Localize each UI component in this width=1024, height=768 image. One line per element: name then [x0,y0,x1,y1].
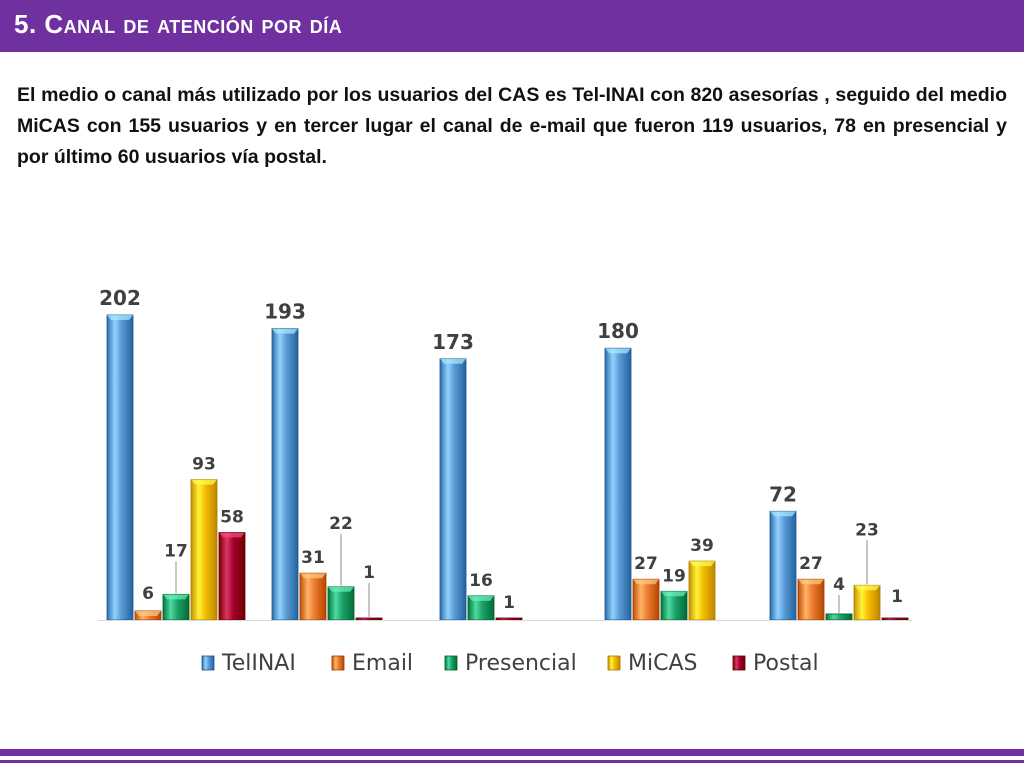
data-label-micas-1: 93 [192,455,216,475]
data-label-email-5: 27 [799,554,823,574]
data-label-postal-3: 1 [503,593,515,613]
data-label-telinai-5: 72 [769,482,797,506]
slide-description: El medio o canal más utilizado por los u… [17,84,1007,168]
data-label-presencial-2: 22 [329,514,353,534]
bar-telinai-2 [271,328,299,621]
legend-label-email: Email [352,651,413,676]
legend-swatch-presencial [444,655,458,671]
bar-micas-5 [853,584,881,621]
bar-bevel [328,586,354,592]
data-label-email-2: 31 [301,548,325,568]
legend: TelINAI Email Presencial MiCAS Postal [201,651,819,676]
bar-email-5 [797,578,825,621]
legend-swatch-postal [732,655,746,671]
bar-chart-svg: 2026179358193312211731611802719397227423… [98,286,912,676]
legend-swatch-telinai [201,655,215,671]
legend-label-postal: Postal [753,651,819,676]
title-bar: 5. Canal de atención por día [0,0,1024,52]
data-label-postal-2: 1 [363,563,375,583]
bar-bevel [163,594,189,600]
legend-label-telinai: TelINAI [221,651,296,676]
bar-bevel [661,591,687,597]
bars-layer [98,314,912,621]
bar-email-2 [299,572,327,621]
legend-label-micas: MiCAS [628,651,697,676]
bar-telinai-5 [769,510,797,621]
data-label-presencial-3: 16 [469,571,493,591]
bar-telinai-4 [604,347,632,621]
data-label-postal-1: 58 [220,507,244,527]
bar-bevel [633,579,659,585]
data-label-micas-4: 39 [690,536,714,556]
bar-bevel [440,358,466,364]
bottom-bar [0,749,1024,756]
bar-postal-5 [881,617,909,621]
legend-label-presencial: Presencial [465,651,577,676]
bar-bevel [468,595,494,601]
data-label-telinai-1: 202 [99,286,141,310]
data-labels-layer: 2026179358193312211731611802719397227423… [99,286,903,617]
bar-email-4 [632,578,660,621]
data-label-postal-5: 1 [891,587,903,607]
bar-bevel [689,561,715,567]
bar-postal-3 [495,617,523,621]
bar-postal-2 [355,617,383,621]
data-label-presencial-1: 17 [164,541,188,561]
legend-swatch-micas [607,655,621,671]
bar-postal-1 [218,532,246,621]
bar-bevel [191,479,217,485]
data-label-presencial-4: 19 [662,566,686,586]
data-label-micas-5: 23 [855,520,879,540]
bar-telinai-3 [439,358,467,621]
bar-bevel [107,315,133,320]
legend-swatch-email [331,655,345,671]
bar-micas-4 [688,560,716,621]
bar-bevel [605,348,631,354]
bar-presencial-5 [825,613,853,621]
data-label-telinai-2: 193 [264,300,306,324]
data-label-presencial-5: 4 [833,575,845,595]
bar-chart: 202 6 17 93 58 193 31 22 1 173 16 1 180 27 19 39 72 27 4 23… [0,270,1024,700]
bar-bevel [272,328,298,334]
bar-bevel [854,585,880,591]
bottom-line [0,760,1024,763]
title-underline [0,52,1024,55]
bar-telinai-1 [106,314,134,621]
data-label-email-4: 27 [634,554,658,574]
bar-bevel [300,573,326,579]
data-label-telinai-4: 180 [597,319,639,343]
data-label-email-1: 6 [142,584,154,604]
data-label-telinai-3: 173 [432,330,474,354]
slide-title: 5. Canal de atención por día [14,9,343,39]
bar-bevel [798,579,824,585]
bar-bevel [770,511,796,517]
bar-bevel [135,610,161,616]
bar-micas-1 [190,479,218,621]
bar-bevel [219,532,245,538]
